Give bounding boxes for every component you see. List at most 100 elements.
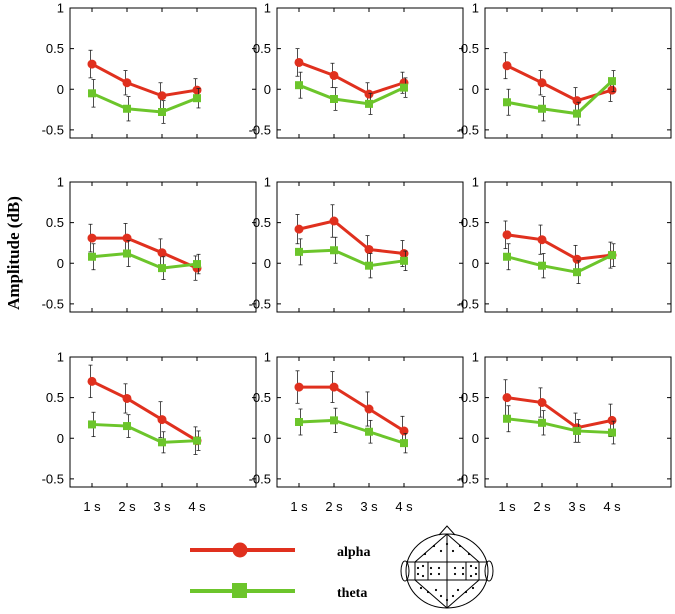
y-tick-label: -0.5 <box>42 296 64 311</box>
point-alpha <box>157 91 167 101</box>
electrode-dot <box>451 594 455 598</box>
panel-row2-col1: -0.5 0 0.5 1 <box>42 175 257 313</box>
series-line-alpha <box>299 385 405 433</box>
series-line-theta <box>298 418 405 445</box>
panel-row1-col3: -0.5 0 0.5 1 <box>457 1 672 139</box>
electrode-dot <box>429 572 433 576</box>
electrode-dot <box>456 588 460 592</box>
y-tick-label: 0 <box>57 256 64 271</box>
point-alpha <box>607 415 617 425</box>
point-theta <box>88 89 96 98</box>
panel-frame <box>484 7 672 139</box>
point-theta <box>573 109 581 118</box>
point-theta <box>400 83 408 92</box>
point-alpha <box>502 393 512 403</box>
series-line-alpha <box>298 219 405 255</box>
y-tick-label: 1 <box>472 175 479 190</box>
panel-row3-col1: -0.5 0 0.5 1 1 s 2 s 3 s 4 s <box>42 350 257 514</box>
legend-theta-label: theta <box>337 586 367 601</box>
series-line-theta <box>298 83 405 106</box>
panel-row1-col2: -0.5 0 0.5 1 <box>249 1 464 139</box>
electrode-dot <box>426 590 430 594</box>
y-tick-label: 0.5 <box>461 390 479 405</box>
x-tick-label: 1 s <box>83 499 101 514</box>
electrode-dot <box>432 544 436 548</box>
electrode-dot <box>453 566 457 570</box>
x-tick-label: 1 s <box>498 499 516 514</box>
point-theta <box>573 426 581 435</box>
electrode-dot <box>461 572 465 576</box>
series-line-alpha <box>506 396 613 430</box>
point-theta <box>330 416 338 425</box>
y-tick-label: 0 <box>472 431 479 446</box>
y-tick-label: 0 <box>57 431 64 446</box>
series-line-alpha <box>91 380 198 442</box>
legend-alpha-label: alpha <box>337 545 370 560</box>
y-tick-label: 0 <box>264 256 271 271</box>
electrode-dot <box>434 588 438 592</box>
point-alpha <box>537 78 547 88</box>
point-alpha <box>294 57 304 67</box>
y-tick-label: 1 <box>264 1 271 16</box>
x-tick-label: 3 s <box>153 499 171 514</box>
series-line-theta <box>506 253 613 274</box>
point-theta <box>295 418 303 426</box>
point-theta <box>123 422 131 431</box>
point-alpha <box>399 426 409 436</box>
point-theta <box>295 247 303 256</box>
point-alpha <box>502 230 512 240</box>
y-tick-label: 0 <box>264 82 271 97</box>
point-theta <box>503 98 511 107</box>
y-tick-label: 0.5 <box>253 390 271 405</box>
electrode-dot <box>437 566 441 570</box>
series-line-theta <box>91 422 198 444</box>
y-tick-label: 0.5 <box>46 215 64 230</box>
point-alpha <box>294 382 304 392</box>
y-tick-label: 1 <box>264 350 271 365</box>
point-alpha <box>329 216 339 226</box>
y-tick-label: 0 <box>57 82 64 97</box>
electrode-dot <box>419 586 423 590</box>
point-theta <box>193 94 201 103</box>
legend-alpha-marker <box>232 542 248 558</box>
series-line-alpha <box>298 61 405 96</box>
y-tick-label: 1 <box>472 350 479 365</box>
point-theta <box>193 260 201 269</box>
point-alpha <box>502 61 512 71</box>
panel-frame <box>276 7 464 139</box>
panel-row2-col2: -0.5 0 0.5 1 <box>249 175 464 313</box>
series-line-theta <box>298 248 405 268</box>
electrode-dot <box>429 566 433 570</box>
y-tick-label: -0.5 <box>457 471 479 486</box>
point-alpha <box>122 233 132 243</box>
head-electrode-map-icon <box>400 525 494 609</box>
point-alpha <box>364 404 374 414</box>
point-theta <box>158 108 166 116</box>
electrode-dot <box>421 564 425 568</box>
legend-theta-marker <box>232 583 247 598</box>
point-alpha <box>122 78 132 88</box>
point-theta <box>193 436 201 445</box>
point-theta <box>295 81 303 90</box>
point-theta <box>400 439 408 448</box>
electrode-dot <box>453 572 457 576</box>
y-tick-label: 0 <box>472 256 479 271</box>
series-line-alpha <box>92 236 198 270</box>
electrode-dot <box>464 590 468 594</box>
point-theta <box>158 438 166 447</box>
x-tick-label: 3 s <box>568 499 586 514</box>
point-theta <box>538 261 546 270</box>
x-tick-label: 1 s <box>290 499 308 514</box>
point-theta <box>503 252 511 261</box>
panel-row2-col3: -0.5 0 0.5 1 <box>457 175 672 313</box>
point-theta <box>158 264 166 273</box>
electrode-dot <box>474 566 478 570</box>
legend: alpha theta <box>190 542 370 601</box>
y-tick-label: 0.5 <box>461 41 479 56</box>
y-tick-label: 0 <box>472 82 479 97</box>
electrode-dot <box>471 586 475 590</box>
y-tick-label: 1 <box>264 175 271 190</box>
y-tick-label: 0 <box>264 431 271 446</box>
panel-frame <box>484 356 672 488</box>
